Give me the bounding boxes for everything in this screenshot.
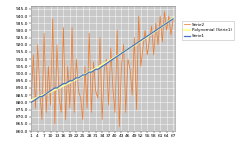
Polynomial (Série1) bbox=[51, 90, 54, 92]
Série1 bbox=[51, 89, 54, 90]
Polynomial (Série1) bbox=[62, 85, 65, 86]
Line: Série2: Série2 bbox=[31, 12, 173, 127]
Série1 bbox=[94, 68, 97, 70]
Polynomial (Série1) bbox=[172, 18, 174, 19]
Série2 bbox=[94, 90, 97, 92]
Série2 bbox=[41, 119, 43, 121]
Polynomial (Série1) bbox=[88, 71, 91, 73]
Série2 bbox=[118, 126, 121, 128]
Série1 bbox=[137, 41, 140, 43]
Série2 bbox=[47, 66, 50, 67]
Polynomial (Série1) bbox=[163, 24, 166, 26]
Série2 bbox=[88, 32, 91, 34]
Polynomial (Série1) bbox=[137, 41, 140, 43]
Line: Polynomial (Série1): Polynomial (Série1) bbox=[31, 18, 173, 100]
Legend: Série2, Polynomial (Série1), Série1: Série2, Polynomial (Série1), Série1 bbox=[182, 21, 234, 40]
Série2 bbox=[161, 41, 164, 43]
Polynomial (Série1) bbox=[30, 99, 33, 101]
Série1 bbox=[62, 83, 65, 84]
Polynomial (Série1) bbox=[94, 68, 97, 69]
Série1 bbox=[172, 18, 174, 20]
Série1 bbox=[88, 71, 91, 73]
Série2 bbox=[139, 66, 142, 67]
Line: Série1: Série1 bbox=[31, 19, 173, 102]
Série2 bbox=[172, 20, 174, 21]
Série2 bbox=[163, 11, 166, 13]
Série1 bbox=[163, 24, 166, 26]
Série2 bbox=[30, 99, 33, 100]
Série1 bbox=[30, 101, 33, 103]
